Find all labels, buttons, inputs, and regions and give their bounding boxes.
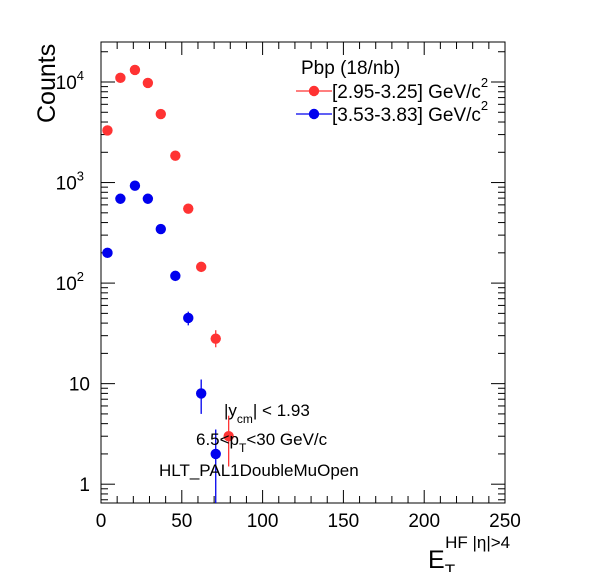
y-tick-label: 102 bbox=[56, 269, 84, 295]
data-point bbox=[102, 125, 113, 136]
annotation-trigger: HLT_PAL1DoubleMuOpen bbox=[159, 461, 359, 480]
data-point bbox=[170, 270, 181, 282]
plot-frame bbox=[100, 41, 506, 504]
legend: Pbp (18/nb) [2.95-3.25] GeV/c2 [3.53-3.8… bbox=[296, 58, 488, 126]
x-tick-label: 0 bbox=[96, 511, 107, 532]
annotation-ycm: |ycm| < 1.93 bbox=[224, 401, 310, 426]
legend-title: Pbp (18/nb) bbox=[301, 58, 400, 79]
annotation-pt: 6.5<pT<30 GeV/c bbox=[196, 430, 328, 455]
data-point bbox=[195, 261, 207, 273]
data-point bbox=[102, 247, 113, 259]
legend-marker bbox=[308, 85, 320, 97]
y-tick-label: 1 bbox=[79, 475, 90, 496]
data-point bbox=[183, 312, 194, 324]
x-tick-label: 150 bbox=[328, 511, 360, 532]
data-point bbox=[210, 448, 221, 460]
y-tick-label: 104 bbox=[56, 68, 84, 94]
x-tick-label: 200 bbox=[408, 511, 440, 532]
legend-marker bbox=[308, 108, 320, 120]
x-tick-label: 50 bbox=[171, 511, 192, 532]
series-1 bbox=[102, 64, 234, 467]
legend-entry-1: [2.95-3.25] GeV/c2 bbox=[296, 75, 488, 103]
data-point bbox=[210, 333, 221, 344]
data-point bbox=[115, 193, 126, 204]
data-point bbox=[170, 150, 181, 161]
legend-label: [3.53-3.83] GeV/c2 bbox=[332, 98, 488, 126]
data-point bbox=[142, 77, 154, 89]
data-point bbox=[129, 180, 141, 191]
y-tick-label: 10 bbox=[69, 375, 90, 396]
y-axis-title: Counts bbox=[33, 44, 61, 123]
y-tick-label: 103 bbox=[56, 169, 84, 195]
data-points bbox=[102, 64, 234, 503]
data-point bbox=[115, 72, 126, 84]
data-point bbox=[155, 108, 166, 120]
data-point bbox=[142, 193, 154, 204]
data-point bbox=[129, 64, 141, 76]
data-point bbox=[195, 388, 207, 399]
axis-ticks bbox=[100, 42, 506, 503]
data-point bbox=[183, 203, 194, 214]
x-axis-title: ETHF |η|>4 bbox=[428, 533, 510, 572]
x-tick-label: 100 bbox=[247, 511, 279, 532]
legend-label: [2.95-3.25] GeV/c2 bbox=[332, 75, 488, 103]
axis-tick-labels: 0 50 100 150 200 250 1 10 102 103 104 bbox=[56, 68, 521, 532]
legend-entry-2: [3.53-3.83] GeV/c2 bbox=[296, 98, 488, 126]
x-tick-label: 250 bbox=[489, 511, 521, 532]
series-2 bbox=[102, 180, 221, 503]
data-point bbox=[223, 431, 234, 442]
data-point bbox=[155, 223, 166, 235]
